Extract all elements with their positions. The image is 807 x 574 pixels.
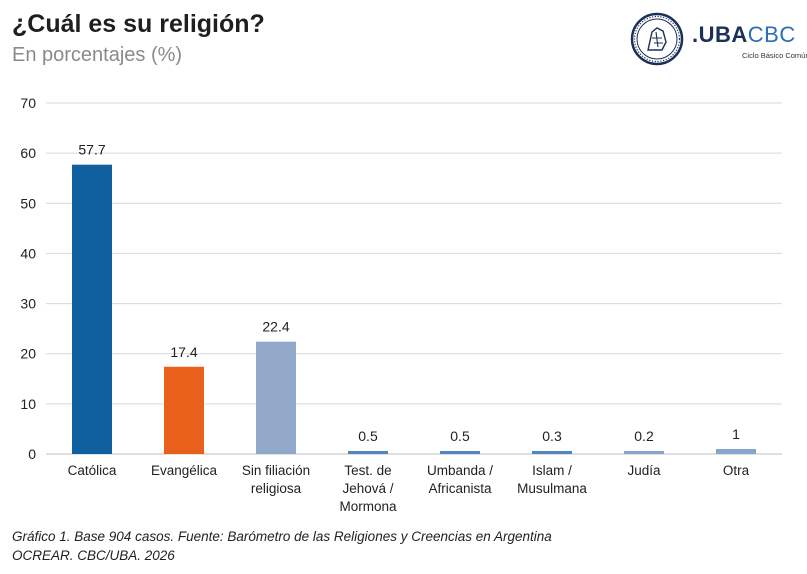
x-tick-label: Otra (723, 463, 750, 478)
bar (532, 451, 572, 454)
x-tick-label: Islam / Musulmana (517, 463, 587, 496)
bar (348, 451, 388, 454)
x-tick-label: Umbanda / Africanista (427, 463, 493, 496)
bar (72, 164, 112, 454)
bar-value-label: 1 (732, 426, 740, 442)
uba-cbc-logo: .UBACBC Ciclo Básico Común (630, 12, 807, 68)
bar-value-label: 17.4 (170, 344, 197, 360)
chart-subtitle: En porcentajes (%) (12, 44, 183, 66)
caption-line-2: OCREAR. CBC/UBA. 2026 (12, 548, 175, 563)
chart-title: ¿Cuál es su religión? (12, 10, 265, 38)
x-tick-label: Judía (627, 463, 661, 478)
y-tick-label: 60 (20, 145, 36, 161)
bar-value-label: 0.2 (634, 428, 654, 444)
y-tick-label: 20 (20, 346, 36, 362)
x-tick-label: Católica (68, 463, 117, 478)
bar-value-label: 57.7 (78, 142, 105, 158)
bar (716, 448, 756, 454)
y-tick-label: 40 (20, 245, 36, 261)
bar-value-label: 0.5 (358, 428, 378, 444)
y-tick-label: 50 (20, 195, 36, 211)
bar-value-label: 0.5 (450, 428, 470, 444)
figure-caption: Gráfico 1. Base 904 casos. Fuente: Baróm… (12, 527, 552, 565)
y-tick-label: 30 (20, 296, 36, 312)
brand-wordmark: .UBACBC (692, 22, 796, 47)
bar (440, 451, 480, 454)
university-seal-icon (630, 12, 684, 66)
x-tick-label: Test. de Jehová / Mormona (339, 463, 397, 514)
bar-value-label: 22.4 (262, 319, 289, 335)
bar (624, 451, 664, 454)
y-tick-label: 10 (20, 396, 36, 412)
y-tick-label: 70 (20, 95, 36, 111)
x-tick-label: Sin filiación religiosa (242, 463, 310, 496)
bar (256, 341, 296, 454)
bar-value-label: 0.3 (542, 428, 562, 444)
caption-line-1: Gráfico 1. Base 904 casos. Fuente: Baróm… (12, 529, 552, 544)
brand-subtitle: Ciclo Básico Común (742, 51, 807, 60)
y-tick-label: 0 (28, 446, 36, 462)
x-tick-label: Evangélica (151, 463, 218, 478)
bar (164, 366, 204, 454)
